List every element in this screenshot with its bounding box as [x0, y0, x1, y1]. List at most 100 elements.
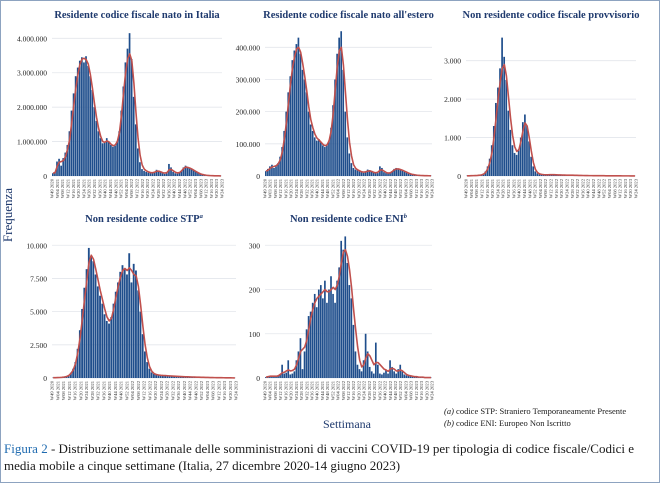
x-tick-label: W28 2021: [501, 178, 506, 198]
bar: [186, 167, 189, 176]
bar: [271, 376, 273, 378]
bar: [358, 171, 361, 176]
y-tick-label: 100.000: [236, 140, 261, 149]
bar: [52, 173, 54, 176]
bar: [120, 110, 123, 176]
bar: [155, 374, 158, 378]
bar: [379, 373, 381, 378]
bar: [139, 162, 141, 176]
x-tick-label: W20 2021: [289, 380, 294, 400]
y-tick-label: 0: [457, 172, 461, 181]
x-tick-label: W48 2021: [325, 380, 330, 400]
x-tick-label: W16 2023: [209, 178, 214, 198]
bar: [317, 289, 320, 378]
bar: [81, 57, 83, 177]
bar: [342, 69, 345, 176]
bar: [265, 171, 267, 176]
panel-title: Non residente codice fiscale provvisorio: [463, 10, 640, 21]
x-tick-label: W24 2023: [220, 178, 225, 198]
bar: [311, 130, 314, 176]
bar: [330, 127, 332, 176]
bar: [391, 366, 393, 378]
bar: [83, 287, 86, 378]
bar: [164, 375, 167, 378]
y-tick-label: 10.000: [26, 241, 47, 250]
x-tick-label: W12 2023: [414, 178, 419, 198]
x-tick-label: W08 2022: [543, 178, 548, 198]
bar: [395, 167, 398, 176]
x-tick-label: W36 2021: [97, 178, 102, 198]
y-tick-label: 0: [43, 374, 47, 383]
bar: [150, 372, 153, 378]
bar: [495, 102, 497, 176]
x-tick-label: W36 2021: [101, 380, 106, 400]
x-tick-label: W24 2021: [294, 380, 299, 400]
bar: [54, 171, 56, 176]
bar: [364, 172, 367, 176]
bar: [511, 145, 514, 176]
x-tick-label: W20 2021: [490, 178, 495, 198]
bar: [275, 166, 277, 176]
bar: [132, 263, 135, 378]
x-tick-label: W44 2022: [591, 178, 596, 198]
bar: [372, 373, 375, 378]
x-tick-label: W20 2022: [559, 178, 564, 198]
x-tick-label: W12 2022: [549, 178, 554, 198]
bar: [336, 280, 338, 378]
x-tick-label: W40 2021: [103, 178, 108, 198]
bar: [324, 147, 326, 176]
panel-title: Non residente codice STPa: [85, 213, 203, 225]
x-tick-label: W52 2022: [398, 380, 403, 400]
x-tick-label: W16 2023: [222, 380, 227, 400]
bar: [124, 62, 127, 176]
bar: [123, 269, 126, 378]
bar: [279, 156, 281, 176]
x-tick-label: W52 2022: [398, 178, 403, 198]
bar: [395, 373, 398, 378]
bar: [101, 143, 104, 176]
bar: [309, 311, 312, 378]
y-tick-label: 5.000: [30, 308, 47, 317]
bar: [352, 167, 355, 176]
bar: [381, 374, 383, 378]
bar: [153, 172, 156, 176]
bar: [275, 376, 277, 378]
x-tick-label: W49 2020: [464, 178, 469, 198]
bar: [285, 111, 288, 176]
bar: [184, 165, 187, 176]
bar: [299, 338, 302, 378]
x-tick-label: W08 2021: [474, 178, 479, 198]
x-tick-label: W52 2021: [533, 178, 538, 198]
x-tick-label: W03 2021: [268, 178, 273, 198]
bar: [313, 293, 316, 378]
x-tick-label: W08 2021: [273, 380, 278, 400]
bar: [68, 131, 71, 176]
bar: [159, 171, 162, 176]
x-tick-label: W04 2022: [336, 178, 341, 198]
bar: [295, 360, 298, 378]
bar: [199, 173, 201, 176]
bar: [356, 170, 359, 176]
x-tick-label: W49 2020: [50, 380, 55, 400]
x-tick-label: W36 2021: [511, 178, 516, 198]
bar: [87, 65, 89, 176]
x-tick-label: W20 2022: [356, 380, 361, 400]
x-tick-label: W40 2021: [107, 380, 112, 400]
bar: [112, 146, 114, 176]
x-tick-label: W44 2021: [320, 178, 325, 198]
bar: [346, 262, 349, 378]
x-tick-label: W04 2021: [268, 380, 273, 400]
bar: [358, 369, 361, 378]
bar: [78, 330, 81, 378]
x-tick-label: W24 2022: [159, 380, 164, 400]
x-tick-label: W24 2021: [81, 178, 86, 198]
bar: [307, 111, 310, 176]
x-tick-label: W28 2021: [87, 178, 92, 198]
x-tick-label: W52 2022: [188, 178, 193, 198]
bar: [521, 122, 524, 176]
bar: [273, 376, 275, 378]
x-tick-label: W20 2021: [78, 380, 83, 400]
bar: [110, 316, 113, 378]
bar: [319, 142, 322, 176]
x-tick-label: W16 2023: [419, 380, 424, 400]
